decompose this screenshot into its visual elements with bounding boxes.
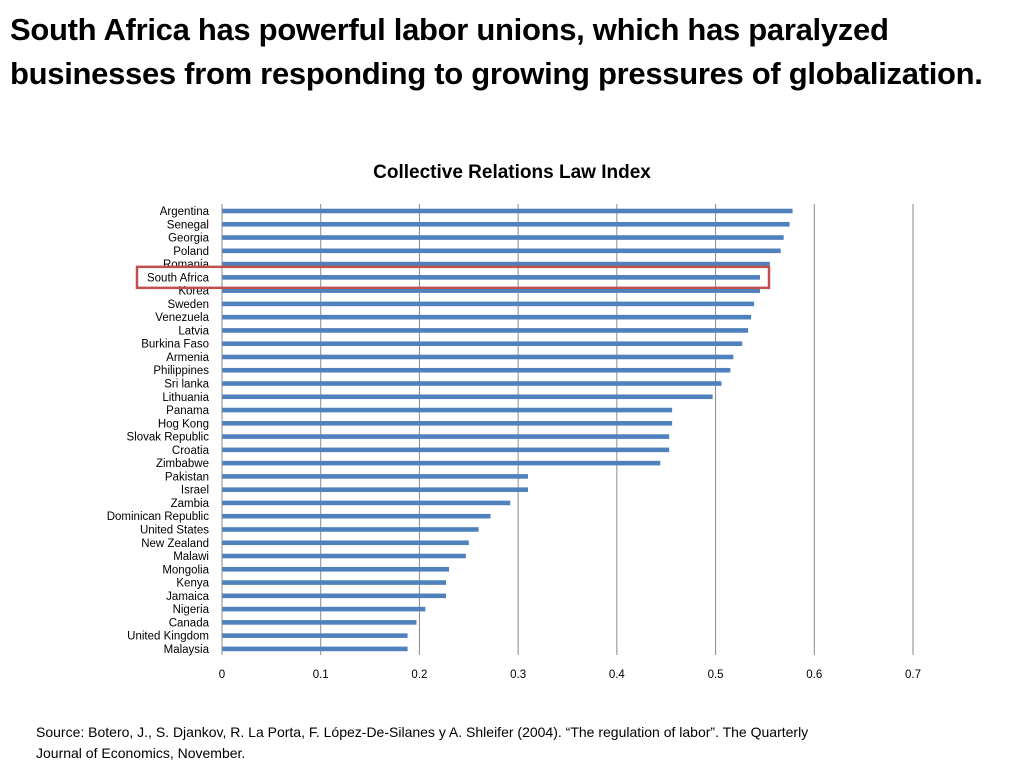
category-label: Venezuela: [155, 312, 209, 324]
category-label: Nigeria: [173, 604, 210, 616]
bar: [222, 301, 755, 307]
category-label: Romania: [163, 259, 210, 271]
x-tick-label: 0.7: [905, 669, 921, 681]
bar: [222, 606, 426, 612]
bar: [222, 474, 529, 479]
category-label: Malaysia: [164, 644, 210, 656]
bar: [222, 633, 408, 638]
category-label: Jamaica: [166, 591, 209, 603]
bar: [222, 407, 673, 413]
category-label: Dominican Republic: [107, 511, 210, 523]
category-label: Pakistan: [165, 471, 209, 483]
x-tick-label: 0.1: [313, 669, 329, 681]
bars: [222, 208, 793, 652]
x-tick-label: 0.6: [806, 669, 822, 681]
highlight-layer: [135, 265, 771, 290]
bar: [222, 341, 743, 346]
category-label: Slovak Republic: [127, 432, 210, 444]
category-label: Sri lanka: [164, 379, 209, 391]
bar: [222, 381, 722, 386]
bar: [222, 208, 793, 214]
bar: [222, 620, 417, 625]
source-citation: Source: Botero, J., S. Djankov, R. La Po…: [36, 724, 809, 761]
category-label: Poland: [173, 246, 209, 258]
category-label: Lithuania: [162, 392, 209, 404]
category-label: Malawi: [173, 551, 209, 563]
x-axis-tick-labels: 0 0.1 0.2 0.3 0.4 0.5 0.6 0.7: [219, 669, 921, 681]
bar: [222, 513, 491, 519]
bar: [222, 447, 670, 453]
bar-chart: Collective Relations Law Index Argentina…: [107, 162, 921, 681]
category-label: Armenia: [166, 352, 209, 364]
x-tick-label: 0.5: [708, 669, 724, 681]
category-label: Israel: [181, 485, 209, 497]
category-label: Canada: [169, 617, 210, 629]
bar: [222, 354, 734, 360]
bar: [222, 540, 469, 546]
category-label: Hog Kong: [158, 418, 209, 430]
bar: [222, 261, 770, 267]
bar: [222, 460, 661, 466]
category-label: Sweden: [167, 299, 209, 311]
bar: [222, 593, 447, 599]
bar: [222, 434, 670, 439]
x-tick-label: 0: [219, 669, 225, 681]
bar: [222, 646, 408, 652]
bar: [222, 328, 749, 333]
category-label: Kenya: [176, 578, 209, 590]
category-label: United Kingdom: [127, 631, 209, 643]
bar: [222, 235, 784, 240]
category-label: Burkina Faso: [141, 339, 209, 351]
x-tick-label: 0.4: [609, 669, 626, 681]
category-label: Argentina: [160, 206, 210, 218]
gridlines: [320, 204, 914, 655]
bar: [222, 500, 511, 506]
bar: [222, 248, 781, 254]
highlight-box: [135, 265, 771, 290]
category-label: South Africa: [147, 272, 210, 284]
bar: [222, 221, 790, 227]
category-label: Mongolia: [162, 564, 209, 576]
bar: [222, 487, 529, 492]
bar: [222, 314, 752, 320]
bar: [222, 580, 447, 585]
bar: [222, 394, 713, 400]
bar: [222, 527, 479, 532]
category-label: Zambia: [171, 498, 210, 510]
category-label: Latvia: [178, 325, 209, 337]
category-label: Senegal: [167, 219, 209, 231]
bar: [222, 275, 760, 280]
bar: [222, 566, 450, 572]
bar: [222, 288, 760, 293]
category-label: Georgia: [168, 233, 210, 245]
x-tick-label: 0.3: [510, 669, 526, 681]
x-tick-label: 0.2: [411, 669, 427, 681]
category-label: United States: [140, 524, 209, 536]
category-label: New Zealand: [141, 538, 209, 550]
bar: [222, 553, 466, 559]
category-label: Panama: [166, 405, 209, 417]
category-label: Philippines: [153, 365, 209, 377]
chart-title: Collective Relations Law Index: [373, 162, 651, 183]
category-label: Zimbabwe: [156, 458, 209, 470]
slide-title: South Africa has powerful labor unions, …: [10, 12, 983, 91]
bar: [222, 421, 673, 426]
category-label: Croatia: [172, 445, 210, 457]
bar: [222, 367, 731, 373]
